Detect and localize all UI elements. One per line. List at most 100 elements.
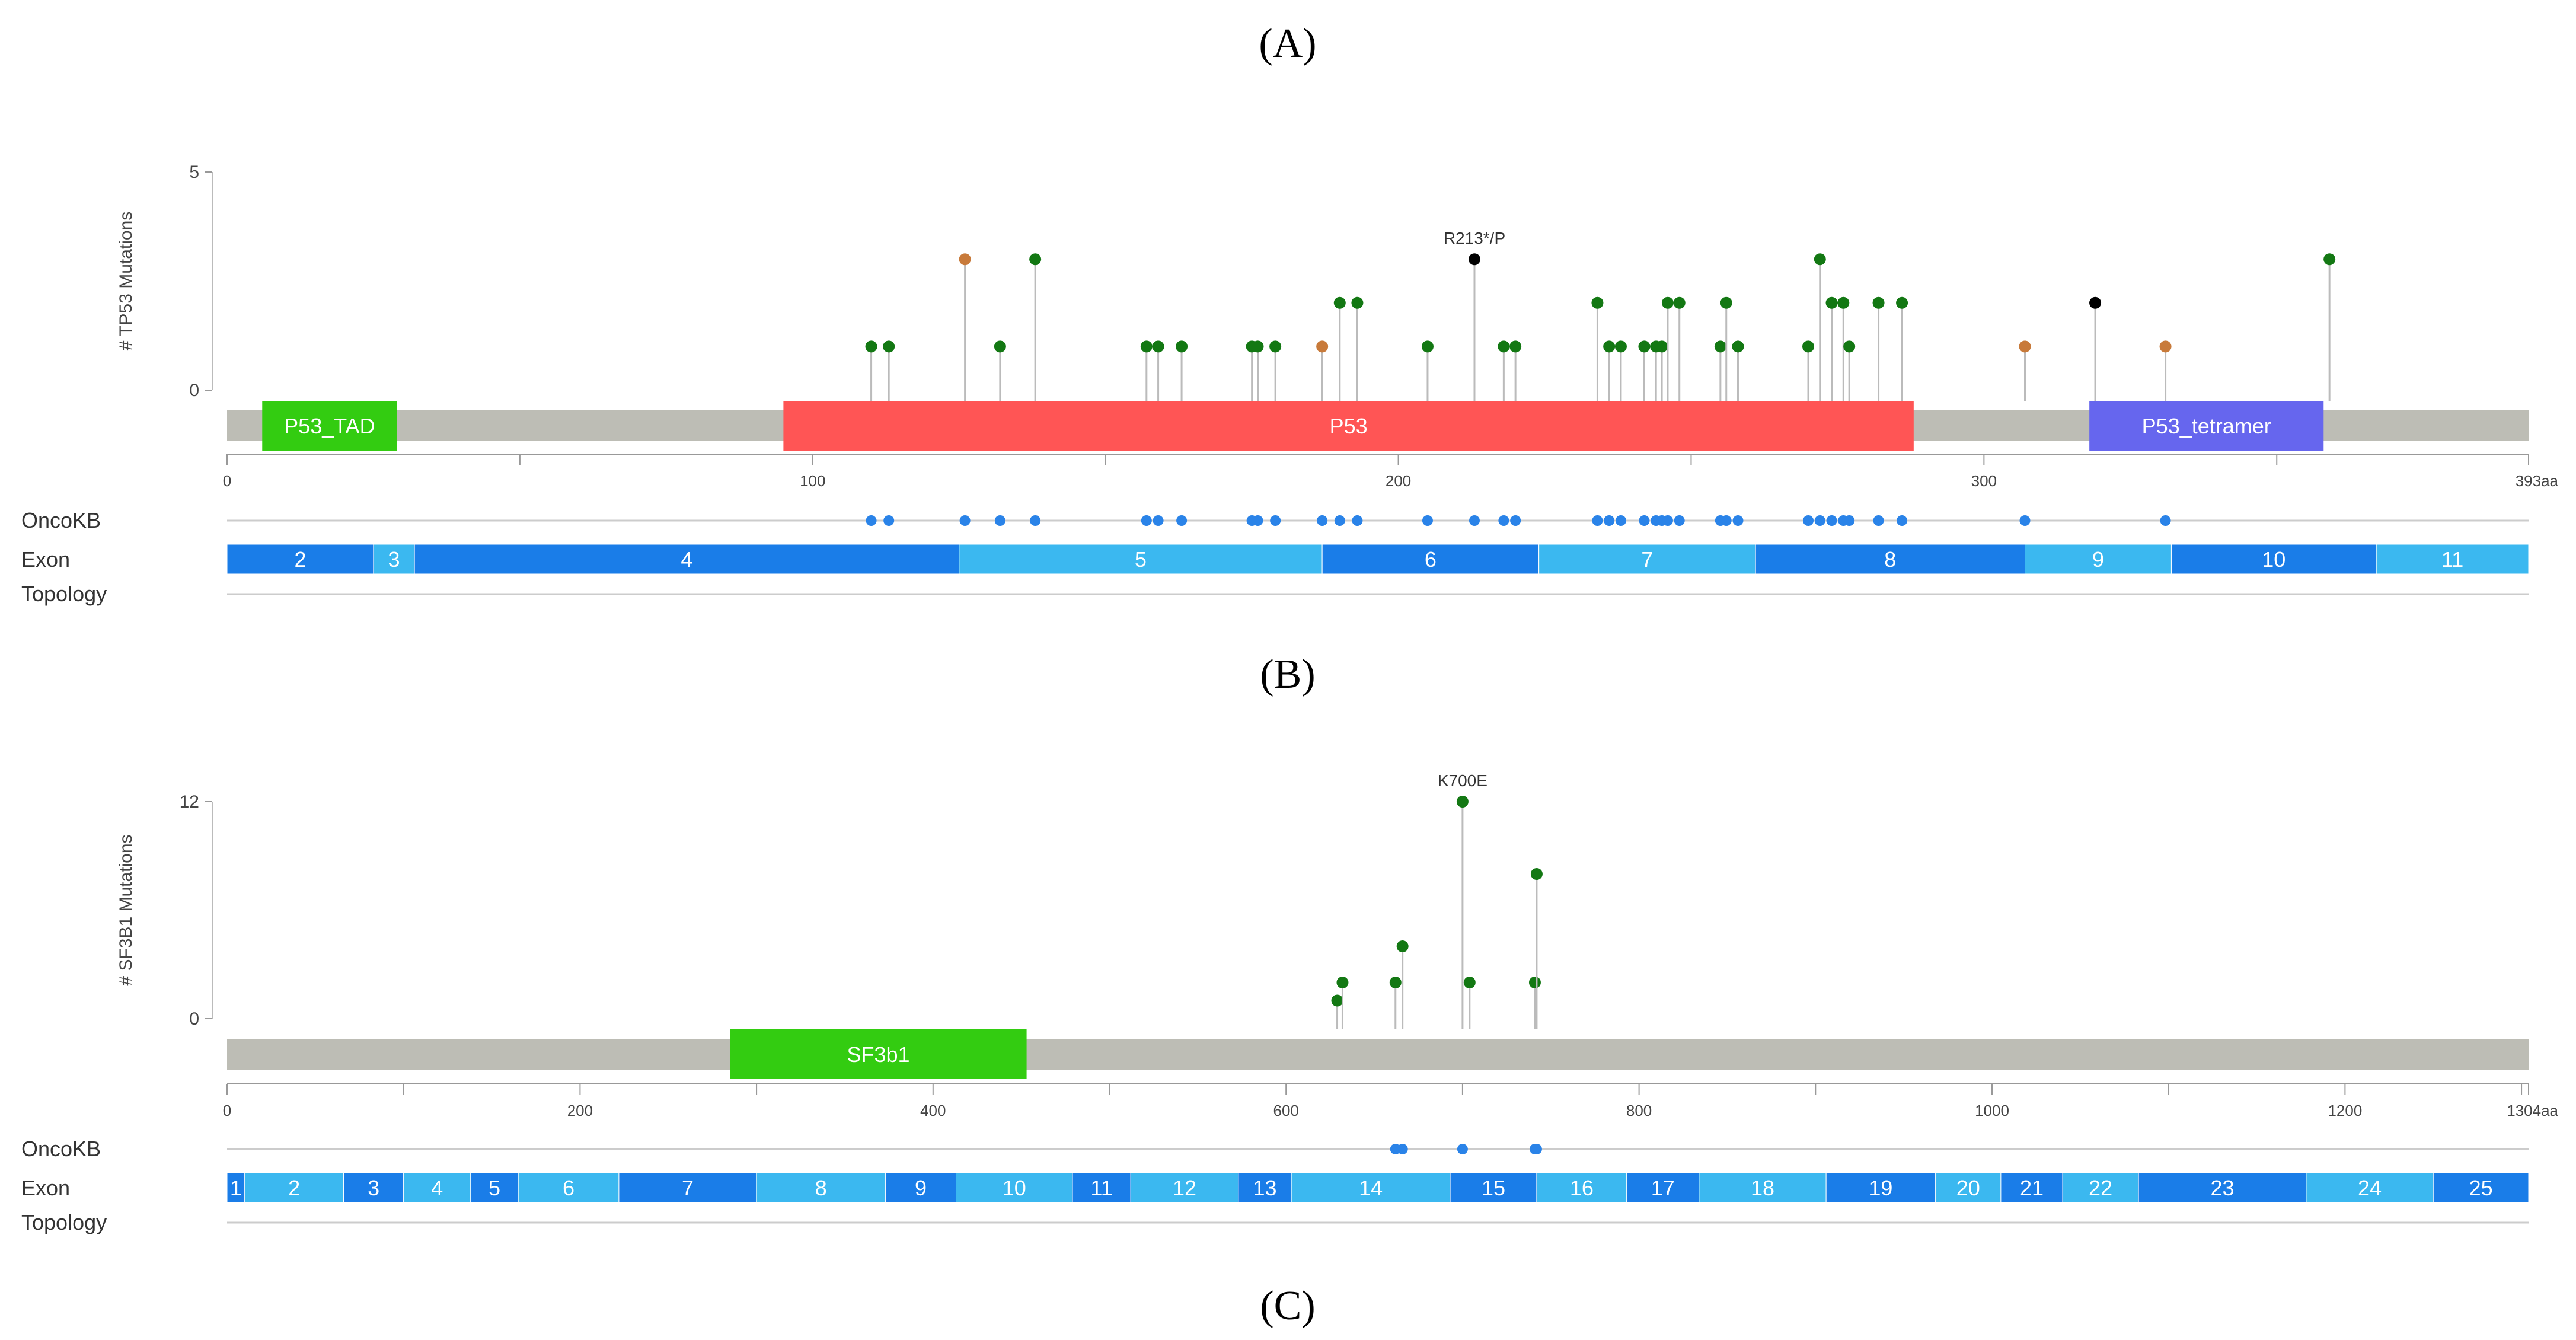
oncokb-dot	[2160, 515, 2171, 526]
track-label-oncokb: OncoKB	[21, 1137, 101, 1161]
lollipop-head	[1732, 340, 1744, 353]
x-tick-label: 300	[1971, 472, 1997, 490]
oncokb-dot	[1674, 515, 1685, 526]
oncokb-dot	[1732, 515, 1744, 526]
exon-label: 11	[2441, 547, 2463, 572]
exon-label: 24	[2358, 1176, 2382, 1200]
oncokb-dot	[959, 515, 971, 526]
exon-label: 22	[2089, 1176, 2112, 1200]
exon-block	[955, 1172, 1073, 1203]
exon-label: 16	[1570, 1176, 1594, 1200]
exon-block	[1755, 544, 2026, 575]
lollipop-head	[994, 340, 1006, 353]
exon-label: 11	[1090, 1176, 1112, 1200]
oncokb-dot	[1270, 515, 1281, 526]
exon-block	[2000, 1172, 2063, 1203]
exon-block	[1825, 1172, 1936, 1203]
lollipop-head	[1825, 296, 1838, 309]
mutation-annotation: R213*/P	[1444, 229, 1505, 247]
track-label-topology: Topology	[21, 582, 107, 606]
exon-label: 2	[294, 547, 306, 572]
lollipop-head	[1152, 340, 1164, 353]
exon-label: 17	[1651, 1176, 1675, 1200]
oncokb-dot	[1252, 515, 1263, 526]
lollipop-head	[1802, 340, 1815, 353]
exon-block	[2170, 544, 2377, 575]
oncokb-dot	[1352, 515, 1363, 526]
oncokb-dot	[1826, 515, 1837, 526]
x-tick-label: 1000	[1975, 1102, 2009, 1119]
exon-label: 10	[2262, 547, 2285, 572]
y-axis-label: # TP53 Mutations	[116, 212, 136, 351]
lollipop-head	[1468, 253, 1480, 266]
exon-label: 2	[288, 1176, 300, 1200]
exon-block	[1538, 544, 1756, 575]
oncokb-dot	[1334, 515, 1345, 526]
x-tick-label: 0	[223, 1102, 231, 1119]
oncokb-dot	[1662, 515, 1673, 526]
exon-block	[2062, 1172, 2139, 1203]
oncokb-dot	[1814, 515, 1825, 526]
lollipop-head	[1316, 340, 1329, 353]
lollipop-head	[1456, 796, 1469, 808]
exon-block	[403, 1172, 471, 1203]
lollipop-head	[1896, 296, 1908, 309]
y-tick-label: 0	[189, 1009, 199, 1029]
track-label-exon: Exon	[21, 1176, 70, 1200]
exon-label: 7	[1641, 547, 1653, 572]
lollipop-head	[1530, 868, 1543, 880]
exon-label: 9	[915, 1176, 927, 1200]
exon-block	[2306, 1172, 2434, 1203]
exon-label: 3	[368, 1176, 379, 1200]
x-tick-label: 200	[1386, 472, 1411, 490]
lollipop-head	[1333, 296, 1346, 309]
lollipop-head	[1603, 340, 1616, 353]
track-label-exon: Exon	[21, 547, 70, 572]
exon-label: 4	[681, 547, 692, 572]
x-tick-label: 100	[800, 472, 825, 490]
exon-block	[1072, 1172, 1131, 1203]
exon-block	[1321, 544, 1540, 575]
lollipop-head	[959, 253, 971, 266]
exon-label: 18	[1751, 1176, 1774, 1200]
lollipop-head	[1638, 340, 1651, 353]
oncokb-dot	[866, 515, 877, 526]
oncokb-dot	[1469, 515, 1480, 526]
track-label-topology: Topology	[21, 1210, 107, 1234]
exon-block	[1291, 1172, 1451, 1203]
exon-label: 20	[1956, 1176, 1980, 1200]
lollipop-head	[1421, 340, 1434, 353]
exon-block	[2025, 544, 2172, 575]
domain-label: P53_TAD	[284, 414, 375, 438]
exon-label: 25	[2469, 1176, 2493, 1200]
lollipop-head	[1814, 253, 1826, 266]
exon-block	[1238, 1172, 1292, 1203]
domain-label: P53	[1330, 414, 1368, 438]
lollipop-head	[1252, 340, 1264, 353]
exon-label: 23	[2210, 1176, 2234, 1200]
y-tick-label: 12	[180, 792, 199, 812]
exon-block	[373, 544, 415, 575]
oncokb-dot	[883, 515, 895, 526]
exon-label: 12	[1173, 1176, 1196, 1200]
x-axis-end-label: 1304aa	[2507, 1102, 2558, 1119]
lollipop-head	[1351, 296, 1364, 309]
exon-block	[414, 544, 960, 575]
oncokb-dot	[1844, 515, 1855, 526]
x-tick-label: 800	[1626, 1102, 1652, 1119]
panel-label-b: (B)	[1260, 652, 1315, 697]
exon-label: 4	[431, 1176, 443, 1200]
lollipop-head	[1176, 340, 1188, 353]
exon-block	[885, 1172, 956, 1203]
exon-block	[518, 1172, 620, 1203]
lollipop-head	[2159, 340, 2172, 353]
domain-p53_tetramer	[2089, 401, 2324, 451]
oncokb-dot	[1141, 515, 1152, 526]
oncokb-dot	[1176, 515, 1188, 526]
x-tick-label: 400	[920, 1102, 946, 1119]
exon-label: 8	[1884, 547, 1896, 572]
exon-label: 5	[1135, 547, 1147, 572]
oncokb-dot	[1030, 515, 1041, 526]
exon-label: 13	[1253, 1176, 1276, 1200]
lollipop-head	[1843, 340, 1856, 353]
